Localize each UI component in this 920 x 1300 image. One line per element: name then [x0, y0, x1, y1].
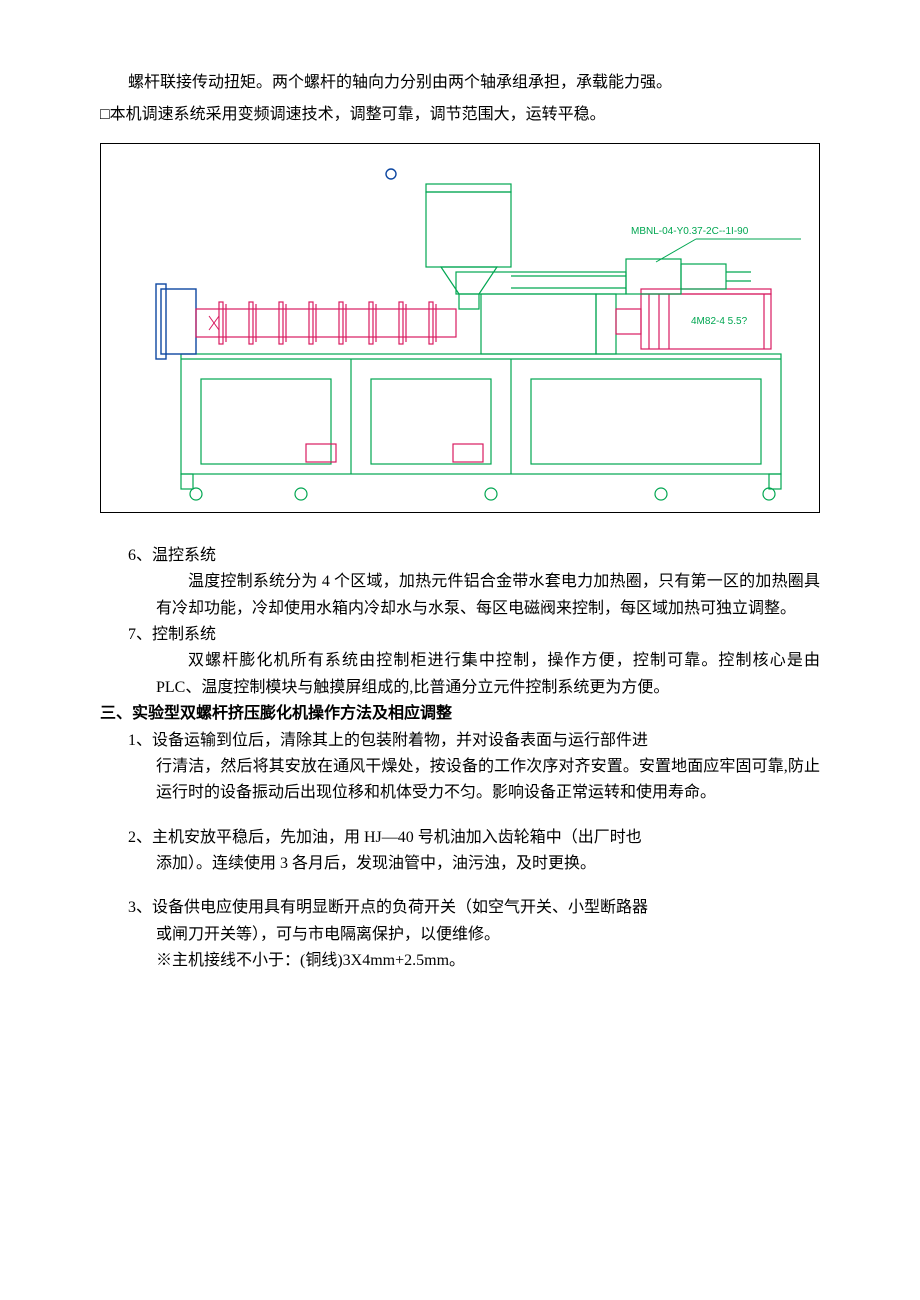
section-6-body: 温度控制系统分为 4 个区域，加热元件铝合金带水套电力加热圈，只有第一区的加热圈…	[100, 569, 820, 622]
section-7-body: 双螺杆膨化机所有系统由控制柜进行集中控制，操作方便，控制可靠。控制核心是由 PL…	[100, 648, 820, 701]
section-6-title: 6、温控系统	[100, 543, 820, 569]
motor-label: 4M82-4 5.5?	[691, 316, 748, 327]
item-2-title: 2、主机安放平稳后，先加油，用 HJ—40 号机油加入齿轮箱中（出厂时也	[100, 825, 820, 851]
item-3-body: 或闸刀开关等），可与市电隔离保护，以便维修。	[100, 922, 820, 948]
item-1-title: 1、设备运输到位后，清除其上的包装附着物，并对设备表面与运行部件进	[100, 728, 820, 754]
item-2-body: 添加）。连续使用 3 各月后，发现油管中，油污浊，及时更换。	[100, 851, 820, 877]
section-7-title: 7、控制系统	[100, 622, 820, 648]
intro-para-2: □本机调速系统采用变频调速技术，调整可靠，调节范围大，运转平稳。	[100, 102, 820, 128]
heading-three: 三、实验型双螺杆挤压膨化机操作方法及相应调整	[100, 701, 820, 727]
item-1-body: 行清洁，然后将其安放在通风干燥处，按设备的工作次序对齐安置。安置地面应牢固可靠,…	[100, 754, 820, 807]
intro-para-1: 螺杆联接传动扭矩。两个螺杆的轴向力分别由两个轴承组承担，承载能力强。	[100, 70, 820, 96]
item-3-note: ※主机接线不小于：(铜线)3X4mm+2.5mm。	[100, 948, 820, 974]
gearmotor-label: MBNL-04-Y0.37-2C--1I-90	[631, 226, 749, 237]
machine-diagram: 4M82-4 5.5? MBNL-04-Y0.37-2C--1I-90	[100, 143, 820, 513]
item-3-title: 3、设备供电应使用具有明显断开点的负荷开关（如空气开关、小型断路器	[100, 895, 820, 921]
